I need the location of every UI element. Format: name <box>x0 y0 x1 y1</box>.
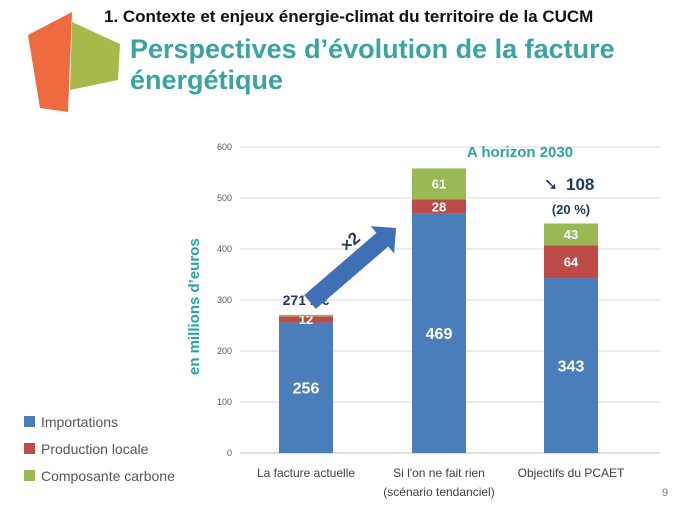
arrow-shape <box>304 226 396 309</box>
y-tick-label: 200 <box>217 346 232 356</box>
y-tick-label: 100 <box>217 397 232 407</box>
y-tick-label: 0 <box>227 448 232 458</box>
x-tick-label: (scénario tendanciel) <box>383 485 494 499</box>
bar-segment-composante-carbone <box>412 168 466 200</box>
bar-segment-importations <box>279 322 333 453</box>
y-tick-label: 400 <box>217 244 232 254</box>
bar-segment-production-locale <box>279 316 333 323</box>
data-label: 469 <box>426 326 453 343</box>
x-tick-label: La facture actuelle <box>257 466 355 480</box>
y-tick-label: 600 <box>217 142 232 152</box>
growth-arrow-icon <box>304 226 396 309</box>
data-label: 64 <box>564 254 579 269</box>
bar-segment-composante-carbone <box>279 314 333 317</box>
annotation-reduction: 108 <box>566 175 594 194</box>
annotation-reduction-pct: (20 %) <box>552 202 590 217</box>
x-tick-label: Objectifs du PCAET <box>518 466 625 480</box>
legend-item-composante-carbone: Composante carbone <box>24 462 175 489</box>
x-tick-label: Si l'on ne fait rien <box>393 466 485 480</box>
bar-segment-production-locale <box>544 245 598 279</box>
legend-label: Production locale <box>41 440 149 457</box>
logo-icon <box>28 12 120 112</box>
y-tick-label: 300 <box>217 295 232 305</box>
legend-swatch <box>24 416 35 427</box>
annotation-horizon: A horizon 2030 <box>467 144 573 161</box>
page-number: 9 <box>662 487 669 499</box>
y-tick-label: 500 <box>217 193 232 203</box>
bar-segment-composante-carbone <box>544 223 598 246</box>
bar-segment-production-locale <box>412 199 466 214</box>
legend-swatch <box>24 470 35 481</box>
legend: Importations Production locale Composant… <box>24 408 175 489</box>
legend-item-importations: Importations <box>24 408 175 435</box>
legend-label: Importations <box>41 413 119 430</box>
bar-segment-importations <box>544 278 598 453</box>
legend-item-production-locale: Production locale <box>24 435 175 462</box>
legend-label: Composante carbone <box>41 467 175 484</box>
page-title: Perspectives d’évolution de la facture é… <box>130 34 615 95</box>
data-label: 12 <box>299 312 313 327</box>
data-label: 61 <box>432 177 446 192</box>
legend-swatch <box>24 443 35 454</box>
data-label: 28 <box>432 199 446 214</box>
bar-segment-importations <box>412 213 466 453</box>
down-arrow-icon: ➘ <box>544 175 558 195</box>
data-label: 256 <box>293 380 320 397</box>
data-label: 43 <box>564 227 578 242</box>
data-label: 343 <box>558 358 585 375</box>
section-title: 1. Contexte et enjeux énergie-climat du … <box>104 7 594 26</box>
